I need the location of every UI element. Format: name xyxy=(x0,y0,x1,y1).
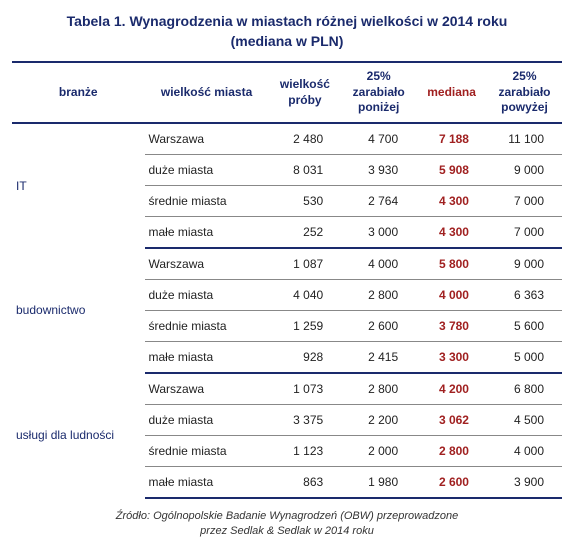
table-title: Tabela 1. Wynagrodzenia w miastach różne… xyxy=(12,12,562,51)
city-cell: duże miasta xyxy=(145,154,269,185)
p25high-cell: 9 000 xyxy=(487,154,562,185)
p25low-cell: 2 800 xyxy=(341,279,416,310)
p25high-cell: 7 000 xyxy=(487,216,562,248)
sample-cell: 252 xyxy=(269,216,342,248)
p25high-cell: 3 900 xyxy=(487,466,562,498)
p25high-cell: 7 000 xyxy=(487,185,562,216)
col-city: wielkość miasta xyxy=(145,62,269,123)
source-note: Źródło: Ogólnopolskie Badanie Wynagrodze… xyxy=(12,509,562,540)
p25high-cell: 4 500 xyxy=(487,404,562,435)
col-branch: branże xyxy=(12,62,145,123)
p25low-cell: 2 415 xyxy=(341,341,416,373)
sample-cell: 1 087 xyxy=(269,248,342,280)
sample-cell: 928 xyxy=(269,341,342,373)
median-cell: 4 000 xyxy=(416,279,487,310)
salary-table: branże wielkość miasta wielkośćpróby 25%… xyxy=(12,61,562,499)
city-cell: średnie miasta xyxy=(145,310,269,341)
median-cell: 3 062 xyxy=(416,404,487,435)
source-line1: Źródło: Ogólnopolskie Badanie Wynagrodze… xyxy=(116,510,458,522)
city-cell: małe miasta xyxy=(145,466,269,498)
median-cell: 3 780 xyxy=(416,310,487,341)
p25high-cell: 6 800 xyxy=(487,373,562,405)
col-p25low: 25%zarabiałoponiżej xyxy=(341,62,416,123)
p25high-cell: 9 000 xyxy=(487,248,562,280)
sample-cell: 1 123 xyxy=(269,435,342,466)
city-cell: duże miasta xyxy=(145,279,269,310)
median-cell: 2 600 xyxy=(416,466,487,498)
city-cell: małe miasta xyxy=(145,341,269,373)
sample-cell: 1 073 xyxy=(269,373,342,405)
p25low-cell: 2 600 xyxy=(341,310,416,341)
median-cell: 4 200 xyxy=(416,373,487,405)
branch-cell: IT xyxy=(12,123,145,248)
median-cell: 5 800 xyxy=(416,248,487,280)
p25low-cell: 2 764 xyxy=(341,185,416,216)
branch-cell: usługi dla ludności xyxy=(12,373,145,498)
city-cell: małe miasta xyxy=(145,216,269,248)
p25high-cell: 6 363 xyxy=(487,279,562,310)
source-line2: przez Sedlak & Sedlak w 2014 roku xyxy=(200,525,374,537)
median-cell: 3 300 xyxy=(416,341,487,373)
median-cell: 4 300 xyxy=(416,216,487,248)
branch-cell: budownictwo xyxy=(12,248,145,373)
table-row: ITWarszawa2 4804 7007 18811 100 xyxy=(12,123,562,155)
sample-cell: 8 031 xyxy=(269,154,342,185)
p25low-cell: 3 000 xyxy=(341,216,416,248)
p25high-cell: 5 000 xyxy=(487,341,562,373)
median-cell: 7 188 xyxy=(416,123,487,155)
p25low-cell: 2 000 xyxy=(341,435,416,466)
col-p25high: 25%zarabiałopowyżej xyxy=(487,62,562,123)
p25low-cell: 1 980 xyxy=(341,466,416,498)
p25low-cell: 3 930 xyxy=(341,154,416,185)
city-cell: Warszawa xyxy=(145,248,269,280)
city-cell: Warszawa xyxy=(145,373,269,405)
p25low-cell: 2 200 xyxy=(341,404,416,435)
sample-cell: 530 xyxy=(269,185,342,216)
header-row: branże wielkość miasta wielkośćpróby 25%… xyxy=(12,62,562,123)
col-sample: wielkośćpróby xyxy=(269,62,342,123)
p25low-cell: 4 000 xyxy=(341,248,416,280)
sample-cell: 1 259 xyxy=(269,310,342,341)
city-cell: duże miasta xyxy=(145,404,269,435)
sample-cell: 4 040 xyxy=(269,279,342,310)
p25low-cell: 2 800 xyxy=(341,373,416,405)
col-median: mediana xyxy=(416,62,487,123)
median-cell: 2 800 xyxy=(416,435,487,466)
p25high-cell: 5 600 xyxy=(487,310,562,341)
sample-cell: 3 375 xyxy=(269,404,342,435)
p25high-cell: 4 000 xyxy=(487,435,562,466)
title-line2: (mediana w PLN) xyxy=(231,33,344,49)
p25low-cell: 4 700 xyxy=(341,123,416,155)
p25high-cell: 11 100 xyxy=(487,123,562,155)
table-row: budownictwoWarszawa1 0874 0005 8009 000 xyxy=(12,248,562,280)
table-body: ITWarszawa2 4804 7007 18811 100duże mias… xyxy=(12,123,562,498)
title-line1: Tabela 1. Wynagrodzenia w miastach różne… xyxy=(67,13,508,29)
city-cell: średnie miasta xyxy=(145,185,269,216)
city-cell: Warszawa xyxy=(145,123,269,155)
sample-cell: 863 xyxy=(269,466,342,498)
city-cell: średnie miasta xyxy=(145,435,269,466)
median-cell: 5 908 xyxy=(416,154,487,185)
median-cell: 4 300 xyxy=(416,185,487,216)
table-row: usługi dla ludnościWarszawa1 0732 8004 2… xyxy=(12,373,562,405)
sample-cell: 2 480 xyxy=(269,123,342,155)
